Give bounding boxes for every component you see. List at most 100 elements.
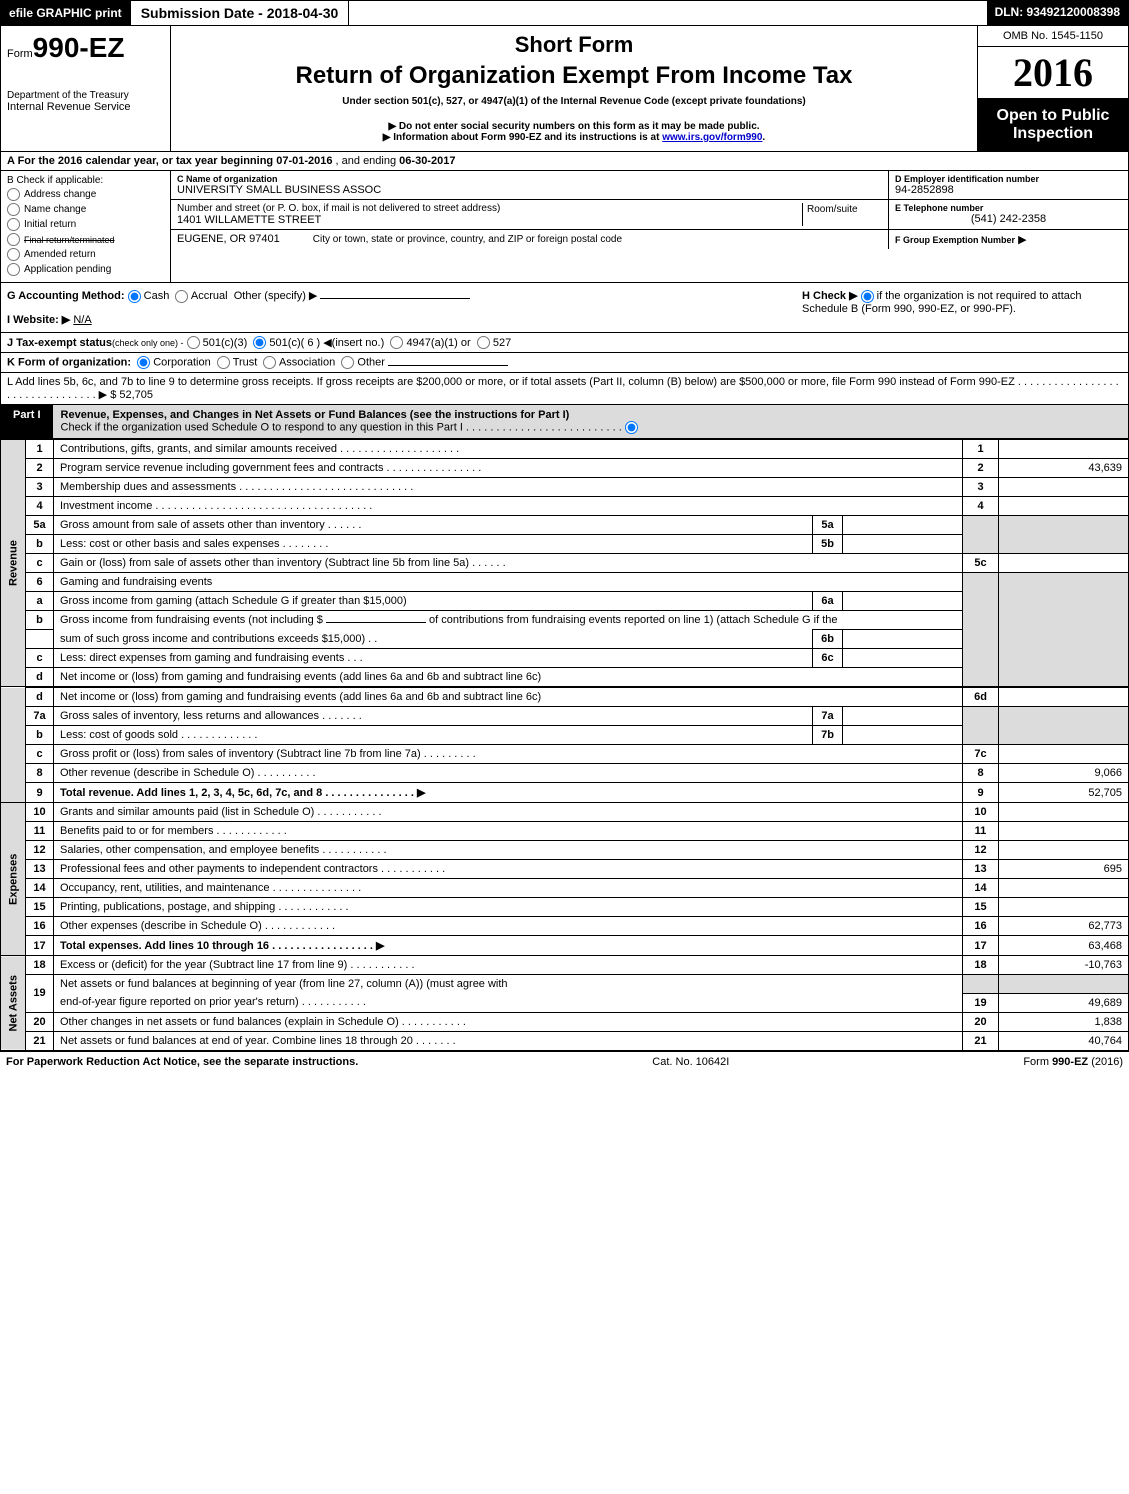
tel-block: E Telephone number (541) 242-2358	[888, 200, 1128, 229]
desc-7a: Gross sales of inventory, less returns a…	[54, 707, 813, 726]
grey-7	[963, 707, 999, 745]
fundraising-blank	[326, 622, 426, 623]
efile-print-button[interactable]: efile GRAPHIC print	[1, 1, 130, 25]
sub-7b: 7b	[813, 726, 843, 745]
radio-cash[interactable]	[128, 290, 141, 303]
opt-amended-return: Amended return	[24, 249, 96, 260]
subamt-6b	[843, 630, 963, 649]
part1-header: Part I Revenue, Expenses, and Changes in…	[0, 405, 1129, 439]
desc-16: Other expenses (describe in Schedule O) …	[54, 917, 963, 936]
amt-3	[999, 478, 1129, 497]
num-13: 13	[963, 860, 999, 879]
ein-value: 94-2852898	[895, 184, 1122, 196]
ln-17: 17	[26, 936, 54, 956]
form-number: Form990-EZ	[7, 32, 164, 64]
ln-6c: c	[26, 649, 54, 668]
j-note: (check only one) -	[112, 338, 184, 348]
ln-7b: b	[26, 726, 54, 745]
subamt-7b	[843, 726, 963, 745]
line-a-begin: 07-01-2016	[276, 155, 332, 167]
desc-11: Benefits paid to or for members . . . . …	[54, 822, 963, 841]
desc-10: Grants and similar amounts paid (list in…	[54, 803, 963, 822]
amt-13: 695	[999, 860, 1129, 879]
amt-14	[999, 879, 1129, 898]
amt-12	[999, 841, 1129, 860]
city-block: EUGENE, OR 97401 City or town, state or …	[171, 230, 888, 249]
irs-link[interactable]: www.irs.gov/form990	[662, 132, 762, 143]
radio-501c3[interactable]	[187, 336, 200, 349]
sub-6c: 6c	[813, 649, 843, 668]
row-k: K Form of organization: Corporation Trus…	[0, 353, 1129, 373]
other-org-line	[388, 365, 508, 366]
opt-4947: 4947(a)(1) or	[406, 337, 470, 349]
part1-table: Revenue 1 Contributions, gifts, grants, …	[0, 439, 1129, 687]
dln: DLN: 93492120008398	[987, 1, 1128, 25]
desc-6d2: Net income or (loss) from gaming and fun…	[54, 688, 963, 707]
radio-4947[interactable]	[390, 336, 403, 349]
chk-schedule-o[interactable]	[625, 421, 638, 434]
radio-accrual[interactable]	[175, 290, 188, 303]
grey-5ab	[963, 516, 999, 554]
form-header: Form990-EZ Department of the Treasury In…	[0, 26, 1129, 152]
radio-other-org[interactable]	[341, 356, 354, 369]
desc-18: Excess or (deficit) for the year (Subtra…	[54, 956, 963, 975]
row-gh: G Accounting Method: Cash Accrual Other …	[0, 283, 1129, 333]
ln-16: 16	[26, 917, 54, 936]
chk-final-return[interactable]	[7, 233, 20, 246]
footer-year: (2016)	[1088, 1056, 1123, 1068]
org-name-block: C Name of organization UNIVERSITY SMALL …	[171, 171, 888, 199]
ln-15: 15	[26, 898, 54, 917]
short-form-title: Short Form	[181, 32, 967, 58]
sub-6b: 6b	[813, 630, 843, 649]
desc-3: Membership dues and assessments . . . . …	[54, 478, 963, 497]
chk-initial-return[interactable]	[7, 218, 20, 231]
chk-name-change[interactable]	[7, 203, 20, 216]
footer: For Paperwork Reduction Act Notice, see …	[0, 1051, 1129, 1072]
other-specify-line	[320, 298, 470, 299]
ln-19: 19	[26, 975, 54, 1013]
desc-14: Occupancy, rent, utilities, and maintena…	[54, 879, 963, 898]
radio-corp[interactable]	[137, 356, 150, 369]
amt-16: 62,773	[999, 917, 1129, 936]
desc-6c: Less: direct expenses from gaming and fu…	[54, 649, 813, 668]
ln-21: 21	[26, 1031, 54, 1050]
amt-15	[999, 898, 1129, 917]
group-exemption-block: F Group Exemption Number ▶	[888, 230, 1128, 249]
radio-assoc[interactable]	[263, 356, 276, 369]
ln-6: 6	[26, 573, 54, 592]
ln-6b	[26, 630, 54, 649]
ln-14: 14	[26, 879, 54, 898]
ln-6d: d	[26, 668, 54, 687]
amt-11	[999, 822, 1129, 841]
grey-19-amt	[999, 975, 1129, 994]
footer-cat: Cat. No. 10642I	[652, 1056, 729, 1068]
website-value: N/A	[73, 314, 91, 326]
num-9: 9	[963, 783, 999, 803]
do-not-enter: ▶ Do not enter social security numbers o…	[181, 121, 967, 132]
chk-application-pending[interactable]	[7, 263, 20, 276]
return-title: Return of Organization Exempt From Incom…	[181, 62, 967, 90]
desc-2: Program service revenue including govern…	[54, 459, 963, 478]
chk-h[interactable]	[861, 290, 874, 303]
ln-10: 10	[26, 803, 54, 822]
i-label: I Website: ▶	[7, 314, 70, 326]
name-label: C Name of organization	[177, 174, 882, 184]
radio-527[interactable]	[477, 336, 490, 349]
grey-6-amt	[999, 573, 1129, 687]
desc-6b-pre-2: of contributions from fundraising events…	[429, 614, 837, 626]
num-6d: 6d	[963, 688, 999, 707]
radio-501c[interactable]	[253, 336, 266, 349]
ln-13: 13	[26, 860, 54, 879]
radio-trust[interactable]	[217, 356, 230, 369]
desc-6b-pre: Gross income from fundraising events (no…	[54, 611, 963, 630]
ln-6d2: d	[26, 688, 54, 707]
info-prefix: ▶ Information about Form 990-EZ and its …	[383, 132, 662, 143]
line-a-end: 06-30-2017	[399, 155, 455, 167]
room-label: Room/suite	[807, 204, 858, 215]
chk-address-change[interactable]	[7, 188, 20, 201]
chk-amended-return[interactable]	[7, 248, 20, 261]
subamt-7a	[843, 707, 963, 726]
open-to-public: Open to Public Inspection	[978, 99, 1128, 151]
submission-date: Submission Date - 2018-04-30	[130, 1, 350, 25]
amt-10	[999, 803, 1129, 822]
